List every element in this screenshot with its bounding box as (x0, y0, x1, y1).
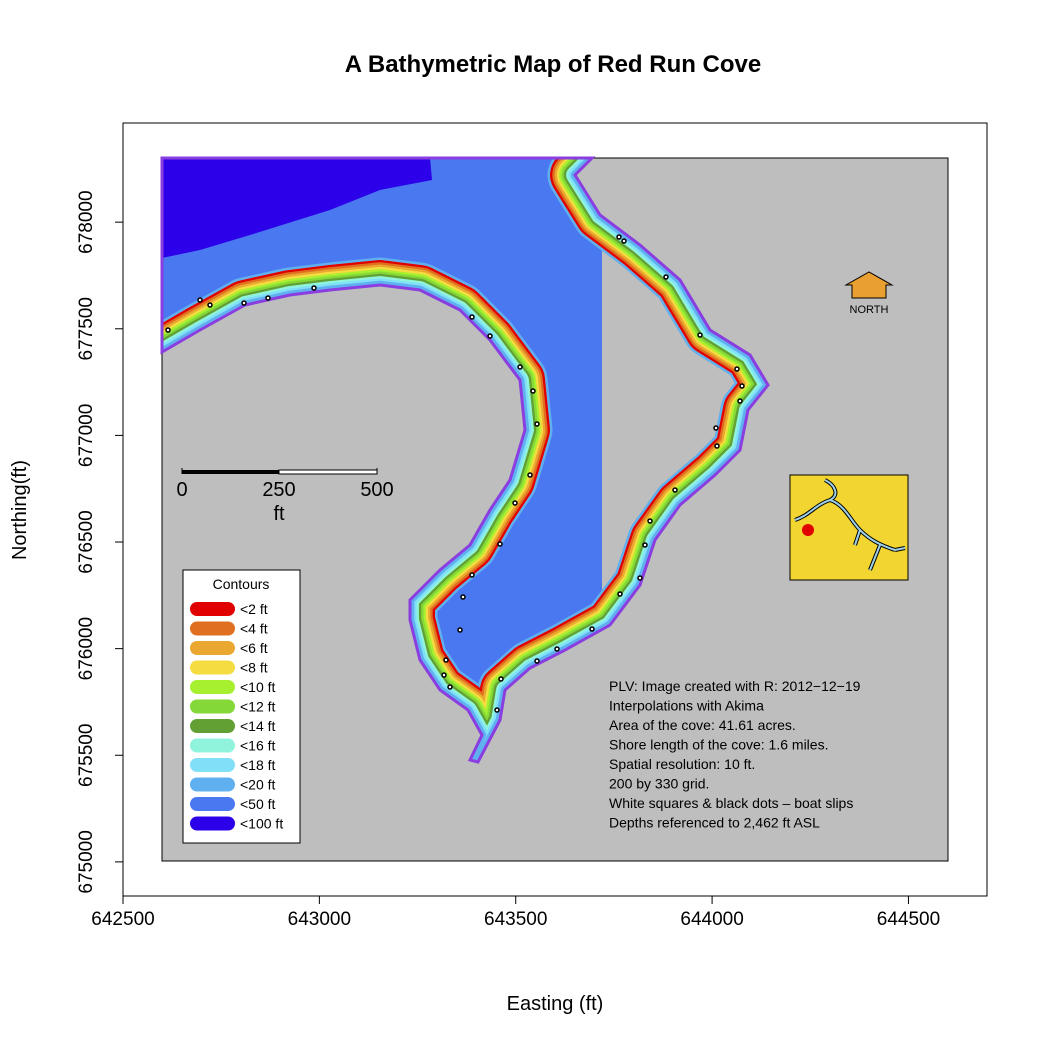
note: 200 by 330 grid. (609, 776, 709, 792)
boat-slips (165, 234, 745, 713)
legend-label: <2 ft (240, 601, 268, 617)
north-arrow: NORTH (844, 271, 894, 316)
note: Shore length of the cove: 1.6 miles. (609, 737, 828, 753)
north-label: NORTH (850, 304, 889, 316)
legend-swatch (190, 641, 235, 655)
legend-label: <50 ft (240, 796, 276, 812)
legend-swatch (190, 758, 235, 772)
note: Depths referenced to 2,462 ft ASL (609, 815, 820, 831)
legend-swatch (190, 816, 235, 831)
legend-swatch (190, 602, 235, 616)
x-tick-label: 643500 (484, 909, 547, 930)
legend-swatch (190, 738, 235, 753)
note: Interpolations with Akima (609, 698, 764, 714)
legend-label: <12 ft (240, 699, 276, 715)
legend-label: <10 ft (240, 679, 276, 695)
note: White squares & black dots – boat slips (609, 795, 853, 811)
scale-unit: ft (273, 503, 285, 525)
x-tick-label: 643000 (288, 909, 351, 930)
legend-label: <8 ft (240, 660, 268, 676)
legend-label: <18 ft (240, 757, 276, 773)
deepest-water (162, 158, 432, 258)
scale-label: 500 (360, 479, 393, 501)
legend-title: Contours (213, 576, 270, 592)
y-tick-label: 676000 (76, 617, 97, 680)
note: Area of the cove: 41.61 acres. (609, 717, 796, 733)
x-tick-label: 644500 (877, 909, 940, 930)
legend-swatch (190, 660, 235, 675)
y-tick-label: 678000 (76, 190, 97, 253)
legend-swatch (190, 621, 235, 636)
legend-swatch (190, 699, 235, 714)
shoreline (160, 156, 770, 764)
note: PLV: Image created with R: 2012−12−19 (609, 678, 861, 694)
y-axis-label: Northing(ft) (9, 460, 31, 560)
y-tick-label: 675000 (76, 830, 97, 893)
y-tick-label: 675500 (76, 724, 97, 787)
y-tick-label: 676500 (76, 510, 97, 573)
note: Spatial resolution: 10 ft. (609, 756, 755, 772)
legend-swatch (190, 797, 235, 811)
y-tick-label: 677500 (76, 297, 97, 360)
legend: Contours <2 ft <4 ft <6 ft <8 ft <10 ft <12 ft… (182, 569, 301, 844)
y-tick-label: 677000 (76, 404, 97, 467)
legend-label: <100 ft (240, 816, 283, 832)
x-tick-label: 642500 (91, 909, 154, 930)
legend-label: <16 ft (240, 738, 276, 754)
scale-bar: 0 250 500 ft (176, 468, 394, 525)
legend-swatch (190, 680, 235, 694)
scale-label: 250 (262, 479, 295, 501)
legend-swatch (190, 719, 235, 733)
legend-label: <6 ft (240, 640, 268, 656)
legend-label: <14 ft (240, 718, 276, 734)
locator-inset (789, 474, 909, 581)
legend-label: <20 ft (240, 777, 276, 793)
legend-swatch (190, 777, 235, 792)
scale-label: 0 (176, 479, 187, 501)
x-tick-label: 644000 (680, 909, 743, 930)
legend-label: <4 ft (240, 621, 268, 637)
chart-title: A Bathymetric Map of Red Run Cove (345, 51, 762, 78)
x-axis-label: Easting (ft) (507, 993, 604, 1015)
